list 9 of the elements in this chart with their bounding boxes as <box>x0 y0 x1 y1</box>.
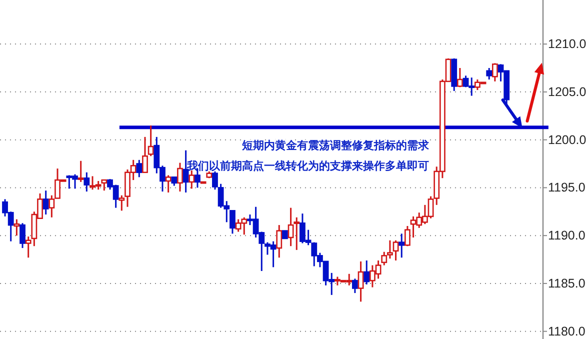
annotation: 短期内黄金有震荡调整修复指标的需求 <box>240 139 430 152</box>
y-tick-label: 1185.0 <box>548 276 586 290</box>
y-tick-label: 1210.0 <box>548 37 586 52</box>
y-tick-label: 1190.0 <box>548 228 586 243</box>
y-tick-label: 1205.0 <box>548 84 586 99</box>
y-tick-label: 1180.0 <box>548 324 586 338</box>
y-tick-label: 1195.0 <box>548 180 586 195</box>
y-tick-label: 1200.0 <box>548 132 586 147</box>
annotation: 我们以前期高点一线转化为的支撑来操作多单即可 <box>186 159 429 172</box>
